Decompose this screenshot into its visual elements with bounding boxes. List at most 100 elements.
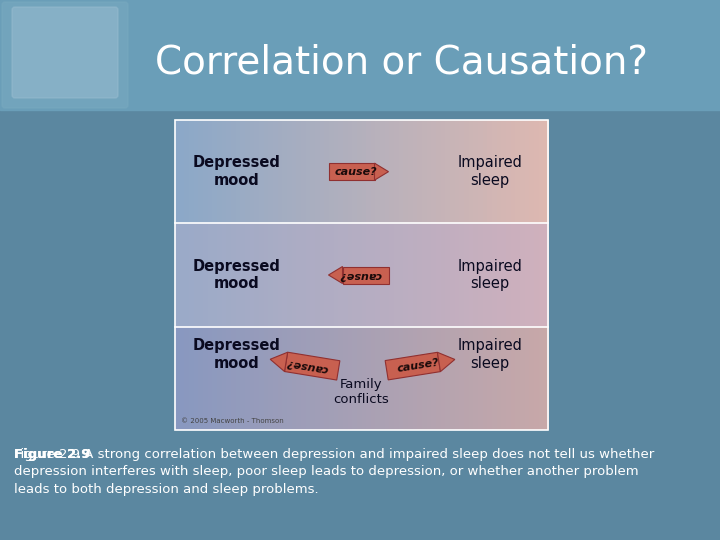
Bar [320,224,325,327]
Bar [436,327,441,430]
FancyBboxPatch shape [12,7,118,98]
Bar [264,224,269,327]
Bar [245,327,250,430]
Bar [217,224,222,327]
Bar [474,327,479,430]
Bar [292,120,297,224]
Bar [380,327,385,430]
Bar [361,120,366,224]
Bar [403,224,409,327]
Bar [469,120,474,224]
Bar [394,327,400,430]
Bar [338,327,343,430]
Bar [184,224,189,327]
Bar [282,120,287,224]
Bar [487,327,492,430]
Polygon shape [284,352,340,380]
Bar [478,120,483,224]
FancyBboxPatch shape [2,2,128,108]
Bar [357,224,362,327]
Text: cause?: cause? [396,357,440,374]
Bar [222,327,227,430]
Bar [436,120,441,224]
Bar [366,327,372,430]
Bar [189,327,194,430]
Bar [539,327,544,430]
Bar [254,224,259,327]
Bar [478,327,483,430]
Text: Impaired
sleep: Impaired sleep [458,339,523,371]
Bar [269,120,274,224]
Bar [226,224,231,327]
Bar [357,120,362,224]
Bar [0,0,720,110]
Bar [474,120,479,224]
Bar [501,120,507,224]
Bar [320,120,325,224]
Text: Figure 2.9: Figure 2.9 [14,448,91,461]
Bar [441,224,446,327]
Bar [329,327,334,430]
Bar [212,120,217,224]
Bar [459,224,464,327]
Polygon shape [385,352,441,380]
Bar [464,327,469,430]
Text: © 2005 Macworth - Thomson: © 2005 Macworth - Thomson [181,418,284,424]
Bar [520,224,525,327]
Bar [310,224,315,327]
Bar [497,120,502,224]
Bar [296,120,302,224]
Bar [408,224,413,327]
Bar [315,224,320,327]
Bar [329,120,334,224]
Bar [324,120,329,224]
Bar [418,224,423,327]
Bar [431,224,436,327]
Bar [333,120,338,224]
Text: cause?: cause? [335,167,378,177]
Bar [469,327,474,430]
Bar [184,120,189,224]
Bar [529,224,534,327]
Bar [296,327,302,430]
Bar [235,224,240,327]
Bar [459,120,464,224]
Bar [282,327,287,430]
Bar [269,224,274,327]
Bar [203,327,208,430]
Bar [403,327,409,430]
Bar [497,327,502,430]
Bar [520,327,525,430]
Bar [222,224,227,327]
Bar [534,224,539,327]
Bar [469,224,474,327]
Text: Impaired
sleep: Impaired sleep [458,156,523,188]
Bar [180,327,185,430]
Bar [264,120,269,224]
Bar [315,120,320,224]
Bar [371,224,376,327]
Bar [413,327,418,430]
Bar [198,327,204,430]
Bar [534,120,539,224]
Text: Correlation or Causation?: Correlation or Causation? [155,43,648,81]
Bar [310,120,315,224]
Bar [357,327,362,430]
Bar [441,327,446,430]
Bar [203,120,208,224]
Bar [394,120,400,224]
Bar [338,120,343,224]
Bar [231,224,236,327]
Bar [492,224,498,327]
Bar [418,327,423,430]
Bar [501,327,507,430]
Bar [250,120,255,224]
Bar [175,120,180,224]
Bar [212,327,217,430]
Polygon shape [437,352,455,372]
Bar [525,120,530,224]
Bar [343,120,348,224]
Bar [338,224,343,327]
Bar [292,224,297,327]
Bar [506,120,511,224]
